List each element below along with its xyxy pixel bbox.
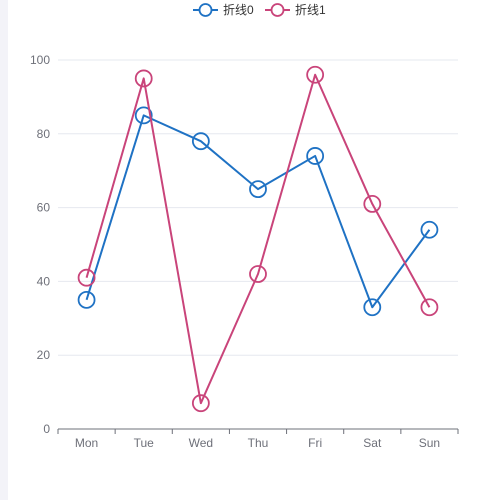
data-point[interactable] <box>249 265 267 283</box>
data-point[interactable] <box>363 298 382 317</box>
legend-circle-icon <box>198 3 213 17</box>
x-tick-label: Thu <box>248 436 269 450</box>
y-tick-label: 60 <box>37 201 51 215</box>
x-tick-label: Fri <box>308 436 322 450</box>
x-tick-label: Sat <box>363 436 382 450</box>
x-tick-label: Wed <box>189 436 213 450</box>
data-point[interactable] <box>306 65 325 84</box>
data-point[interactable] <box>420 298 439 317</box>
data-point[interactable] <box>306 147 325 165</box>
legend-label: 折线0 <box>223 2 254 17</box>
series-layer <box>77 65 439 413</box>
y-tick-label: 20 <box>37 348 51 362</box>
legend-circle-icon <box>270 3 285 17</box>
y-axis: 0 20 40 60 80 100 <box>30 53 50 436</box>
data-point[interactable] <box>363 195 382 213</box>
data-point[interactable] <box>191 132 210 151</box>
x-tick-label: Sun <box>419 436 440 450</box>
legend-item-0[interactable]: 折线0 <box>193 2 254 17</box>
data-point[interactable] <box>420 220 439 239</box>
data-point[interactable] <box>134 106 153 125</box>
x-tick-label: Tue <box>134 436 155 450</box>
series-line <box>85 114 431 309</box>
legend-label: 折线1 <box>295 2 326 17</box>
y-tick-label: 40 <box>37 274 51 288</box>
chart-panel <box>8 0 500 500</box>
data-point[interactable] <box>134 69 153 88</box>
y-tick-label: 100 <box>30 53 50 67</box>
data-point[interactable] <box>77 290 96 309</box>
series-1 <box>77 65 439 413</box>
series-line <box>85 73 431 405</box>
legend-item-1[interactable]: 折线1 <box>265 2 326 17</box>
data-point[interactable] <box>191 394 210 413</box>
data-point[interactable] <box>249 180 267 199</box>
x-tick-label: Mon <box>75 436 98 450</box>
grid-lines <box>58 59 458 356</box>
x-axis: Mon Tue Wed Thu Fri Sat Sun <box>57 428 459 450</box>
y-tick-label: 0 <box>43 422 50 436</box>
legend[interactable]: 折线0 折线1 <box>193 2 326 17</box>
y-tick-label: 80 <box>37 127 51 141</box>
data-point[interactable] <box>77 268 96 287</box>
series-0 <box>77 106 439 317</box>
